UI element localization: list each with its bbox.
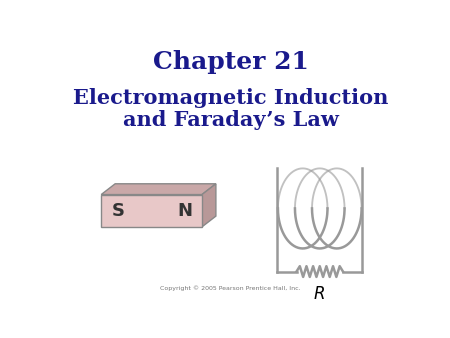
Text: Copyright © 2005 Pearson Prentice Hall, Inc.: Copyright © 2005 Pearson Prentice Hall, …: [160, 286, 301, 291]
Text: Chapter 21: Chapter 21: [153, 50, 309, 74]
FancyBboxPatch shape: [101, 195, 202, 227]
Text: S: S: [112, 202, 125, 220]
Polygon shape: [202, 184, 216, 227]
Text: N: N: [177, 202, 193, 220]
Text: Electromagnetic Induction: Electromagnetic Induction: [73, 88, 388, 108]
Polygon shape: [101, 184, 216, 195]
Text: and Faraday’s Law: and Faraday’s Law: [123, 110, 338, 130]
Text: R: R: [314, 285, 325, 304]
